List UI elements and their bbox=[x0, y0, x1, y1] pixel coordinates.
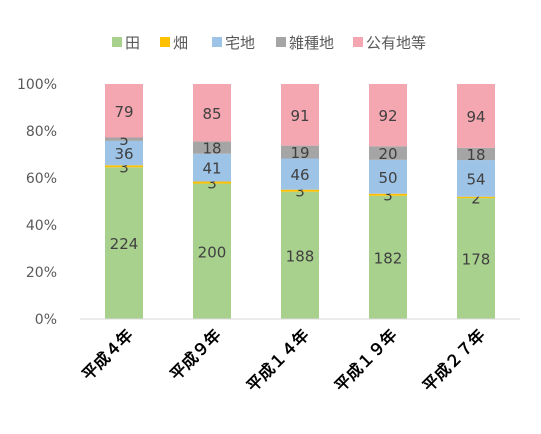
data-label: 5 bbox=[119, 131, 129, 149]
legend-swatch-2 bbox=[160, 37, 170, 47]
bar-segment-5 bbox=[193, 84, 231, 142]
bar-segment-1 bbox=[369, 195, 407, 319]
data-label: 178 bbox=[462, 251, 491, 269]
bar-segment-4 bbox=[457, 147, 495, 161]
legend-swatch-4 bbox=[276, 37, 286, 47]
y-tick-label: 100% bbox=[17, 77, 57, 93]
data-label: 224 bbox=[110, 235, 139, 253]
bar-segment-4 bbox=[193, 141, 231, 154]
legend-label-2: 畑 bbox=[173, 34, 188, 52]
data-label: 3 bbox=[207, 175, 217, 193]
data-label: 19 bbox=[290, 144, 309, 162]
data-label: 182 bbox=[374, 249, 403, 267]
bar-segment-2 bbox=[105, 165, 143, 168]
bar-segment-5 bbox=[281, 84, 319, 146]
x-tick-label: 平成４年 bbox=[78, 325, 137, 384]
data-label: 85 bbox=[202, 105, 221, 123]
y-tick-label: 0% bbox=[35, 312, 57, 328]
x-tick-label: 平成９年 bbox=[166, 325, 225, 384]
y-axis: 0% 20% 40% 60% 80% 100% bbox=[17, 77, 57, 328]
data-label: 94 bbox=[466, 108, 485, 126]
data-label: 3 bbox=[383, 187, 393, 205]
legend-swatch-1 bbox=[112, 37, 122, 47]
data-label: 3 bbox=[119, 158, 129, 176]
data-label: 20 bbox=[378, 145, 397, 163]
legend-label-1: 田 bbox=[125, 34, 140, 52]
data-label: 2 bbox=[471, 189, 481, 207]
bar-segment-3 bbox=[105, 140, 143, 166]
x-axis: 平成４年 平成９年 平成１４年 平成１９年 平成２７年 bbox=[78, 318, 520, 395]
bar-segment-2 bbox=[369, 193, 407, 196]
legend-label-4: 雑種地 bbox=[289, 34, 334, 52]
bar-segment-1 bbox=[457, 198, 495, 319]
legend-label-5: 公有地等 bbox=[366, 34, 426, 52]
data-label: 18 bbox=[202, 140, 221, 158]
bar-segment-4 bbox=[281, 145, 319, 159]
bar-segment-3 bbox=[457, 160, 495, 197]
bar-segment-4 bbox=[105, 137, 143, 141]
bar-segment-3 bbox=[193, 153, 231, 182]
y-tick-label: 20% bbox=[26, 265, 57, 281]
data-label: 200 bbox=[198, 243, 227, 261]
bar-segment-1 bbox=[193, 183, 231, 319]
bar-segment-1 bbox=[105, 167, 143, 319]
data-label: 92 bbox=[378, 107, 397, 125]
legend-label-3: 宅地 bbox=[225, 34, 255, 52]
y-tick-label: 60% bbox=[26, 171, 57, 187]
bar-segment-2 bbox=[281, 189, 319, 192]
y-tick-label: 40% bbox=[26, 218, 57, 234]
data-label: 91 bbox=[290, 107, 309, 125]
bar-segment-3 bbox=[281, 158, 319, 190]
bar-group-3: 188 346 19 91 bbox=[281, 84, 319, 319]
bar-group-2: 200 341 18 85 bbox=[193, 84, 231, 319]
data-label: 50 bbox=[378, 169, 397, 187]
x-tick-label: 平成１４年 bbox=[243, 325, 313, 395]
data-label: 54 bbox=[466, 170, 485, 188]
bar-segment-2 bbox=[193, 181, 231, 184]
legend-swatch-5 bbox=[353, 37, 363, 47]
bar-segment-4 bbox=[369, 146, 407, 160]
bar-segment-5 bbox=[369, 84, 407, 147]
bar-segment-3 bbox=[369, 159, 407, 194]
x-tick-label: 平成２７年 bbox=[419, 325, 489, 395]
data-label: 188 bbox=[286, 247, 315, 265]
bar-segment-1 bbox=[281, 191, 319, 319]
data-label: 46 bbox=[290, 166, 309, 184]
data-label: 41 bbox=[202, 160, 221, 178]
bar-group-4: 182 350 20 92 bbox=[369, 84, 407, 319]
bar-segment-5 bbox=[105, 84, 143, 138]
data-label: 79 bbox=[114, 103, 133, 121]
bar-group-5: 178 254 18 94 bbox=[457, 84, 495, 319]
x-tick-label: 平成１９年 bbox=[331, 325, 401, 395]
data-label: 3 bbox=[295, 183, 305, 201]
y-tick-label: 80% bbox=[26, 124, 57, 140]
bar-segment-2 bbox=[457, 196, 495, 199]
data-label: 18 bbox=[466, 146, 485, 164]
legend: 田 畑 宅地 雑種地 公有地等 bbox=[112, 34, 426, 52]
bar-segment-5 bbox=[457, 84, 495, 148]
legend-swatch-3 bbox=[212, 37, 222, 47]
data-label: 36 bbox=[114, 145, 133, 163]
bars: 2243365792003411885188346199118235020921… bbox=[105, 84, 495, 319]
